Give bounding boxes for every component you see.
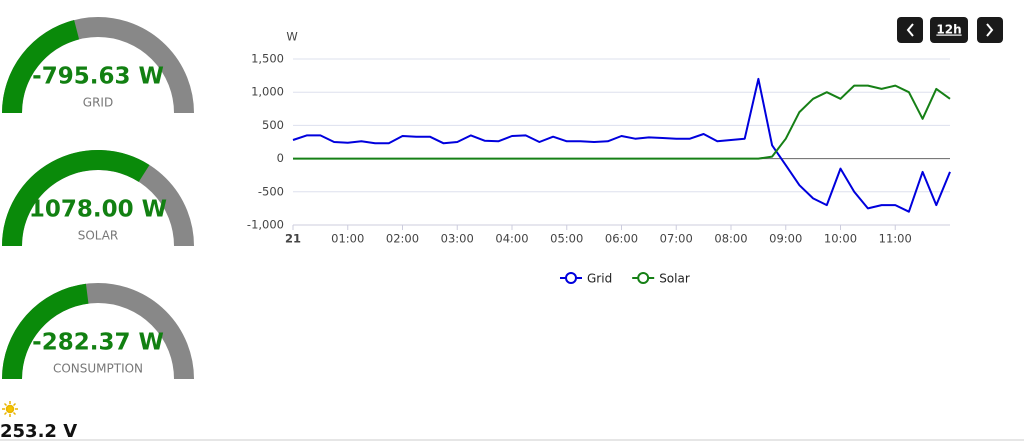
legend-label: Grid bbox=[587, 272, 612, 286]
y-tick-label: -1,000 bbox=[247, 218, 284, 232]
legend-marker bbox=[637, 272, 650, 284]
x-tick-label: 03:00 bbox=[441, 232, 474, 246]
gauge-value: -795.63 W bbox=[32, 64, 164, 90]
line bbox=[292, 77, 951, 213]
x-tick-label: 09:00 bbox=[769, 232, 802, 246]
next-icon bbox=[986, 23, 994, 37]
gauge: -282.37 W CONSUMPTION bbox=[2, 283, 194, 380]
y-tick-label: 500 bbox=[262, 118, 284, 132]
gauge-value: 1078.00 W bbox=[29, 197, 167, 223]
x-tick-label: 02:00 bbox=[386, 232, 419, 246]
prev-icon bbox=[906, 23, 914, 37]
legend-item: Grid bbox=[560, 272, 612, 286]
gauge-value: -282.37 W bbox=[32, 330, 164, 356]
gauge: 1078.00 W SOLAR bbox=[2, 150, 194, 247]
x-tick-label: 08:00 bbox=[714, 232, 747, 246]
gauge-label: GRID bbox=[83, 96, 113, 110]
x-tick-label: 01:00 bbox=[331, 232, 364, 246]
legend-marker bbox=[565, 272, 577, 284]
y-tick-label: 0 bbox=[277, 151, 284, 165]
gauge-fill bbox=[2, 150, 150, 247]
chart: -1,000 -500 0 500 1,000 1,500 21 01:00 02:00 03:0… bbox=[247, 52, 951, 286]
next-button[interactable] bbox=[977, 17, 1003, 43]
x-tick-label: 10:00 bbox=[824, 232, 857, 246]
gauge-fill bbox=[2, 283, 89, 380]
y-tick-label: 1,500 bbox=[251, 52, 284, 66]
sun-icon bbox=[2, 401, 18, 417]
x-tick-label: 21 bbox=[285, 232, 301, 246]
x-tick-label: 11:00 bbox=[879, 232, 912, 246]
range-label: 12h bbox=[936, 23, 961, 37]
gauge-label: SOLAR bbox=[78, 229, 119, 243]
y-tick-label: 1,000 bbox=[251, 85, 284, 99]
prev-button[interactable] bbox=[897, 17, 923, 43]
voltage: 253.2 V bbox=[0, 421, 77, 441]
x-tick-label: 06:00 bbox=[605, 232, 638, 246]
x-tick-label: 04:00 bbox=[495, 232, 528, 246]
y-axis-label: W bbox=[286, 30, 297, 44]
legend-label: Solar bbox=[659, 272, 690, 286]
x-tick-label: 05:00 bbox=[550, 232, 583, 246]
x-tick-label: 07:00 bbox=[660, 232, 693, 246]
gauge: -795.63 W GRID bbox=[2, 17, 194, 114]
gauge-label: CONSUMPTION bbox=[53, 362, 143, 376]
gauge-fill bbox=[2, 20, 80, 114]
range-controls: 12h bbox=[897, 17, 1003, 43]
line bbox=[293, 84, 951, 160]
range-button[interactable] bbox=[930, 17, 968, 43]
legend-item: Solar bbox=[632, 272, 690, 286]
y-tick-label: -500 bbox=[258, 184, 284, 198]
